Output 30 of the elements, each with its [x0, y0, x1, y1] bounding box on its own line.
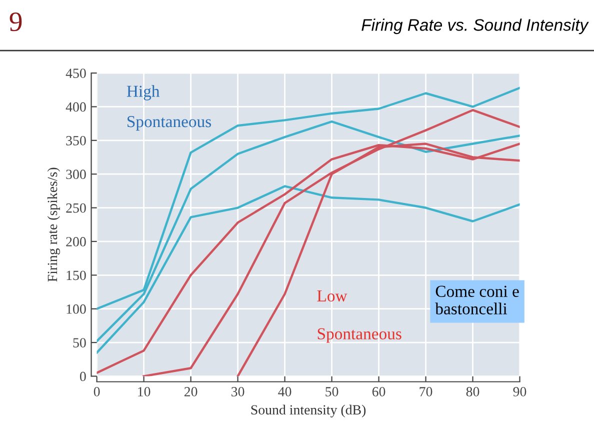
y-tick-label: 350: [66, 136, 86, 146]
y-tick-label: 0: [80, 372, 86, 382]
annotation: High: [126, 85, 160, 100]
y-tick-label: 150: [66, 270, 86, 280]
x-tick-label: 70: [420, 387, 432, 396]
y-axis-title: Firing rate (spikes/s): [47, 168, 60, 282]
line-series: [96, 185, 520, 354]
x-tick-label: 90: [513, 387, 526, 396]
x-tick-label: 10: [138, 387, 150, 396]
y-tick-label: 250: [66, 203, 86, 213]
x-tick-label: 50: [326, 387, 338, 396]
text: 9: [10, 12, 22, 32]
y-tick-label: 200: [66, 237, 86, 246]
y-tick-label: 100: [66, 304, 86, 314]
annotation: Low: [317, 290, 348, 302]
annotation: Come coni e bastoncelli: [435, 286, 519, 314]
y-tick-label: 50: [73, 338, 86, 348]
annotation: Spontaneous: [318, 328, 402, 343]
y-tick-label: 300: [66, 170, 86, 180]
chart-title: Firing Rate vs. Sound Intensity: [362, 18, 589, 34]
x-tick-label: 0: [94, 387, 100, 396]
y-tick-label: 450: [66, 68, 86, 78]
x-tick-label: 80: [466, 387, 480, 396]
annotation: Spontaneous: [128, 116, 212, 131]
y-tick-label: 400: [66, 102, 86, 112]
x-tick-label: 40: [278, 387, 292, 396]
x-tick-label: 60: [372, 387, 386, 396]
x-axis-title: Sound intensity (dB): [251, 404, 366, 418]
x-tick-label: 20: [184, 387, 198, 396]
x-tick-label: 30: [232, 387, 244, 396]
